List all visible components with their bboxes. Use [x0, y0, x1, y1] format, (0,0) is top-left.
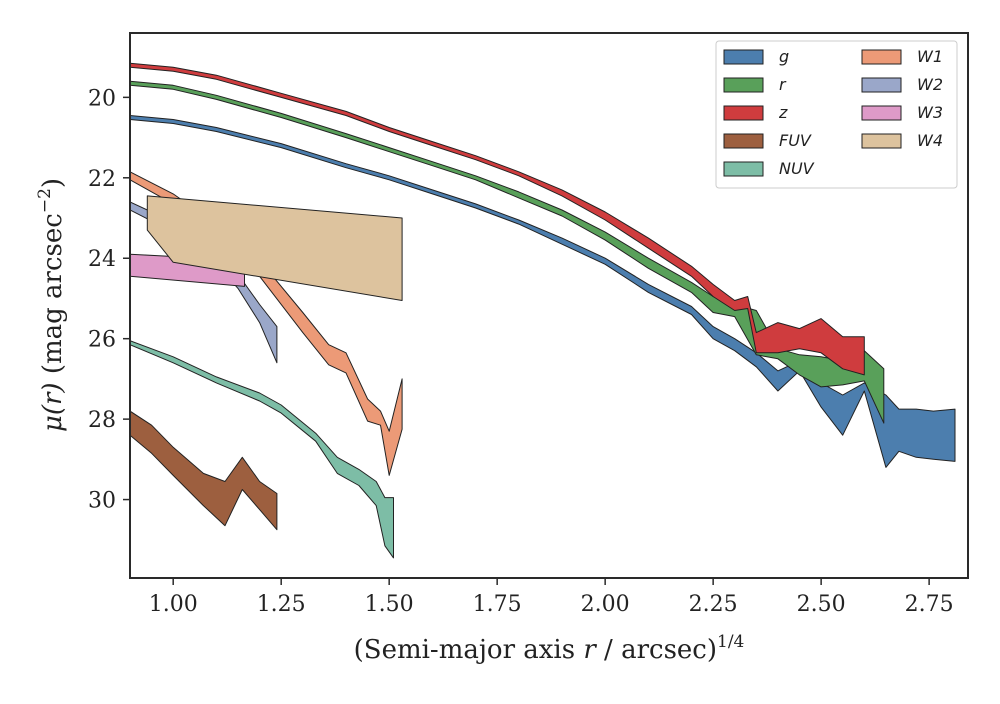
band-nuv	[130, 340, 394, 559]
y-tick-label: 26	[88, 328, 116, 353]
legend-label-w3: W3	[917, 103, 943, 122]
ticks-layer: 1.00 1.25 1.50 1.75 2.00 2.25 2.50 2.75 20 22 24 26…	[88, 86, 954, 617]
x-tick-label: 1.50	[365, 592, 414, 617]
legend-label-z: z	[778, 103, 788, 122]
x-tick-label: 2.00	[581, 592, 630, 617]
y-tick-label: 28	[88, 408, 116, 433]
x-axis-label-exponent: 1/4	[717, 632, 744, 652]
legend-swatch-g	[723, 49, 764, 65]
y-axis-label-exponent: −2	[35, 188, 55, 213]
x-tick-label: 2.50	[797, 592, 846, 617]
legend-swatch-w2	[861, 77, 902, 93]
legend-label-r: r	[779, 75, 787, 94]
legend-label-w4: W4	[917, 131, 943, 150]
y-tick-label: 24	[88, 247, 116, 272]
legend-swatch-z	[723, 105, 764, 121]
legend: grz FUV NUV W1 W2 W3 W4	[715, 40, 958, 189]
x-axis-label-var: r	[583, 635, 597, 665]
y-tick-label: 22	[88, 167, 116, 192]
x-tick-label: 1.00	[149, 592, 198, 617]
y-axis-label-var: μ(r)	[38, 382, 68, 432]
y-tick-label: 20	[88, 86, 116, 111]
y-tick-label: 30	[88, 489, 116, 514]
x-tick-label: 1.75	[473, 592, 522, 617]
legend-label-w2: W2	[917, 75, 943, 94]
legend-swatch-nuv	[723, 161, 764, 177]
y-axis-label: μ(r) (mag arcsec−2)	[35, 178, 68, 432]
x-axis-label: (Semi-major axis r / arcsec)1/4	[354, 632, 745, 665]
legend-label-w1: W1	[917, 47, 943, 66]
band-fuv	[130, 410, 278, 531]
band-r	[130, 80, 885, 424]
legend-swatch-w1	[861, 49, 902, 65]
x-axis-label-suffix: / arcsec)	[596, 635, 717, 665]
band-z	[130, 62, 865, 376]
legend-swatch-w4	[861, 133, 902, 149]
band-w4	[146, 195, 403, 301]
x-tick-label: 2.25	[689, 592, 738, 617]
y-axis-label-prefix: (mag arcsec	[38, 213, 68, 382]
axes-frame	[129, 32, 969, 579]
x-axis-label-prefix: (Semi-major axis	[354, 635, 584, 665]
y-axis-label-suffix: )	[38, 178, 68, 188]
legend-label-fuv: FUV	[779, 131, 812, 150]
band-g	[130, 115, 956, 468]
legend-swatch-fuv	[723, 133, 764, 149]
bands-layer	[130, 62, 956, 559]
legend-swatch-r	[723, 77, 764, 93]
legend-label-nuv: NUV	[779, 159, 815, 178]
legend-label-g: g	[779, 47, 789, 66]
legend-swatch-w3	[861, 105, 902, 121]
x-tick-label: 2.75	[905, 592, 954, 617]
x-tick-label: 1.25	[257, 592, 306, 617]
